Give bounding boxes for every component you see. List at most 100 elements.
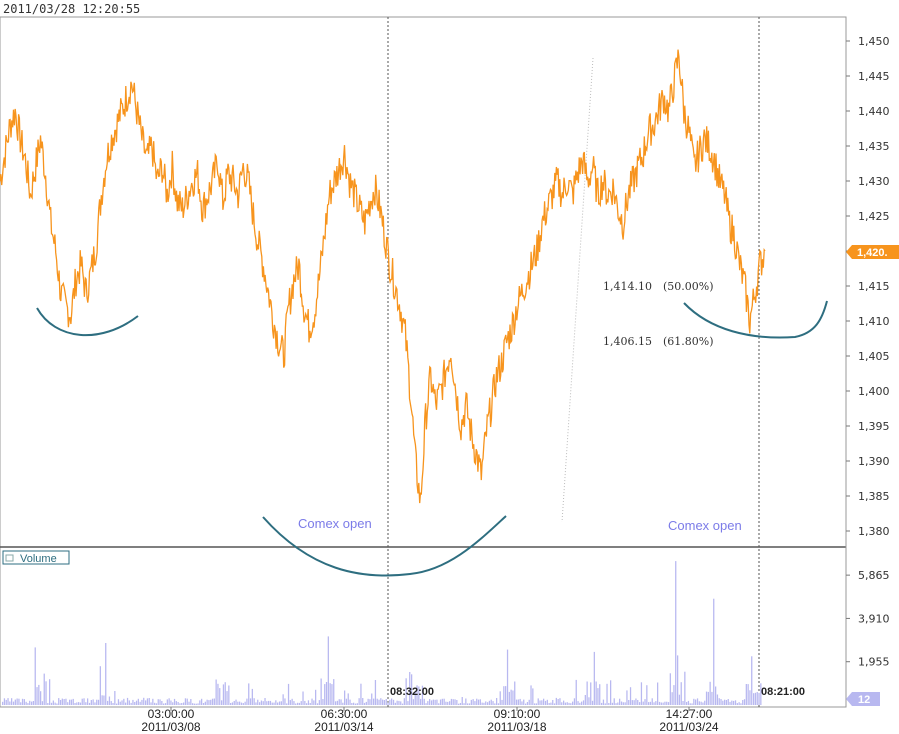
volume-bar (537, 698, 539, 705)
volume-bar (23, 699, 25, 705)
volume-bar (561, 702, 563, 705)
volume-bar (525, 703, 527, 705)
volume-bar (546, 699, 548, 705)
volume-bar (391, 698, 393, 705)
volume-bar (745, 684, 747, 705)
volume-bar (604, 703, 606, 705)
volume-bar (584, 695, 586, 705)
volume-bar (720, 699, 722, 705)
volume-bar (249, 698, 252, 705)
volume-bar (731, 700, 733, 705)
volume-bar (2, 701, 4, 705)
volume-bar (12, 701, 15, 705)
volume-bar (423, 698, 425, 705)
volume-bar (306, 703, 308, 705)
volume-label-box[interactable]: Volume (2, 550, 70, 565)
volume-bar (532, 688, 534, 705)
volume-bar (718, 698, 720, 705)
volume-bar (275, 700, 277, 705)
annotation-comex-open-2: Comex open (668, 518, 742, 533)
volume-bar (259, 702, 261, 705)
volume-bar (497, 703, 500, 705)
volume-bar (579, 702, 581, 705)
annotation-curve-3 (683, 300, 828, 339)
volume-bar (108, 696, 111, 705)
price-y-tick-label: 1,415 (858, 280, 890, 293)
volume-bar (510, 689, 512, 705)
volume-series (2, 561, 762, 705)
volume-bar (329, 683, 331, 705)
volume-bar (150, 702, 152, 705)
volume-bar (503, 686, 505, 705)
volume-bar (204, 701, 206, 705)
volume-bar (240, 702, 243, 705)
volume-bar (666, 701, 668, 705)
volume-bar (591, 700, 594, 705)
volume-bar (459, 703, 462, 705)
volume-bar (508, 691, 510, 705)
volume-bar (593, 651, 595, 705)
volume-bar (521, 701, 523, 705)
volume-bar (671, 692, 673, 705)
volume-bar (468, 703, 471, 705)
volume-bar (159, 699, 161, 705)
volume-bar (237, 701, 239, 705)
volume-bar (155, 703, 158, 705)
current-price-label: 1,420. (857, 247, 888, 259)
volume-bar (244, 701, 246, 705)
volume-bar (528, 699, 530, 705)
volume-bar (631, 700, 633, 705)
price-y-tick-label: 1,390 (858, 455, 890, 468)
volume-chart-icon (5, 554, 14, 562)
volume-bar (16, 698, 18, 705)
volume-bar (660, 702, 662, 705)
volume-bar (398, 700, 400, 705)
volume-bar (262, 701, 264, 705)
price-y-tick-label: 1,440 (858, 105, 890, 118)
price-y-tick-label: 1,450 (858, 35, 890, 48)
volume-bar (110, 701, 112, 705)
current-price-badge-bg (846, 245, 899, 259)
volume-bar (72, 698, 74, 705)
volume-bar (657, 682, 659, 705)
volume-bar (282, 694, 284, 705)
volume-bar (640, 682, 643, 705)
volume-bar (67, 702, 69, 705)
volume-bar (722, 700, 724, 705)
volume-bar (407, 701, 409, 705)
volume-label-frame (2, 550, 70, 565)
volume-bar (494, 703, 496, 705)
volume-bar (704, 700, 706, 705)
volume-bar (342, 702, 344, 705)
volume-bar (548, 703, 550, 705)
price-y-tick-label: 1,405 (858, 350, 890, 363)
volume-bar (727, 699, 729, 705)
volume-bar (128, 700, 130, 705)
volume-bar (362, 698, 364, 705)
volume-bar (454, 699, 456, 705)
volume-bar (199, 700, 201, 705)
volume-bar (83, 698, 85, 705)
x-tick-time-label: 09:10:00 (494, 707, 541, 721)
volume-bar (590, 682, 592, 705)
volume-bar (582, 700, 585, 705)
volume-bar (716, 694, 719, 705)
volume-bar (126, 697, 129, 705)
volume-y-tick-label: 5,865 (858, 569, 890, 582)
volume-bar (219, 688, 221, 705)
volume-bar (713, 598, 715, 705)
volume-bar (255, 702, 257, 705)
volume-bar (367, 698, 369, 705)
volume-bar (734, 700, 737, 705)
volume-bar (266, 701, 268, 705)
volume-bar (753, 693, 755, 705)
volume-bar (611, 702, 614, 705)
volume-bar (400, 701, 402, 705)
volume-bar (81, 698, 83, 705)
volume-bar (450, 698, 453, 705)
volume-bar (555, 697, 557, 705)
volume-bar (286, 703, 288, 705)
volume-bar (271, 702, 273, 705)
volume-bar (38, 684, 40, 705)
volume-bar (70, 699, 73, 705)
